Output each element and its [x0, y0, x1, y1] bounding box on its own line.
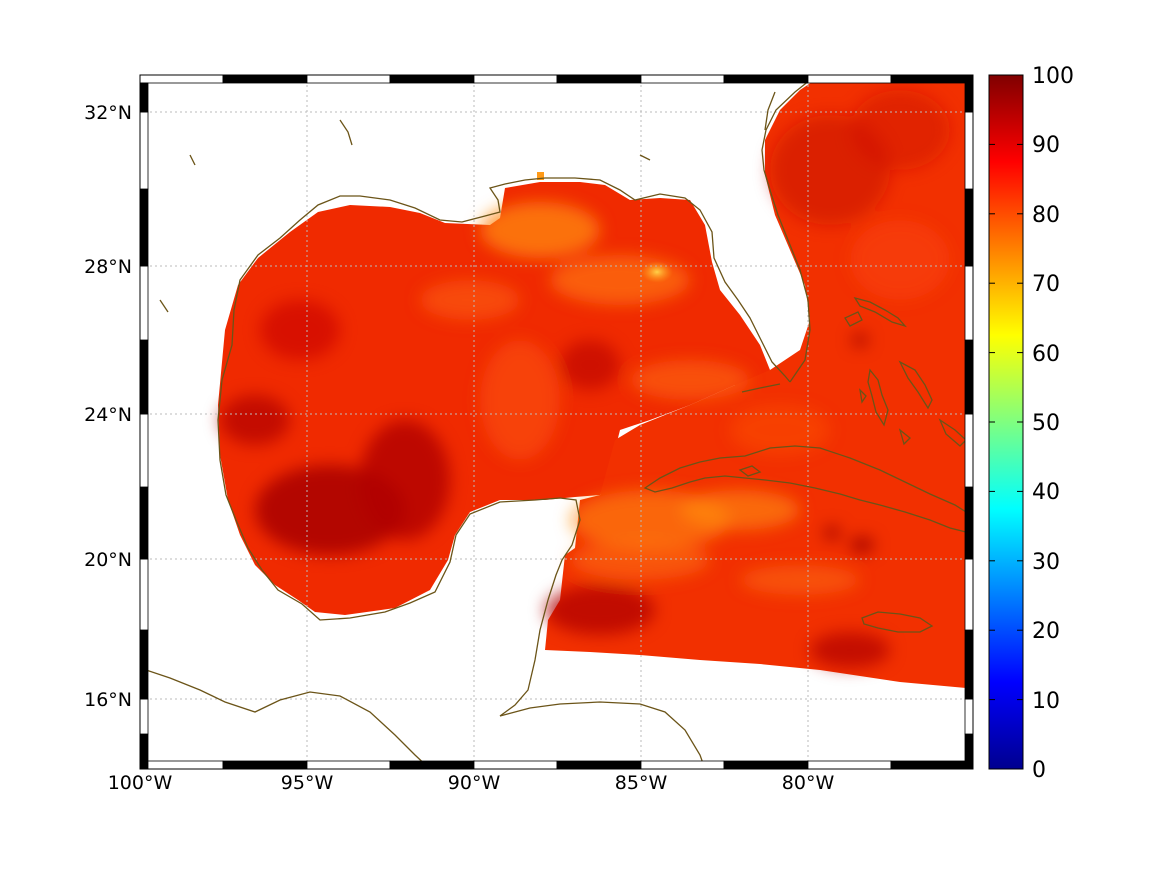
colorbar: 0 10 20 30 40 50 60 70 80 90 100	[988, 64, 1074, 783]
frame-outline	[139, 74, 974, 770]
frame-segment	[807, 74, 892, 84]
frame-segment	[807, 760, 892, 770]
colorbar-tick-label: 40	[1032, 480, 1060, 505]
frame-segment	[890, 74, 974, 84]
lat-tick-label: 32°N	[84, 102, 132, 124]
frame-segment	[139, 486, 149, 560]
frame-segment	[964, 558, 974, 631]
frame-segment	[964, 733, 974, 770]
cuba-coastline	[643, 445, 967, 533]
frame-segment	[473, 760, 558, 770]
frame-segment	[139, 558, 149, 631]
frame-segment	[139, 413, 149, 488]
frame-segment	[473, 74, 558, 84]
frame-segment	[139, 82, 149, 113]
frame-segment	[139, 733, 149, 770]
colorbar-tick-labels: 0 10 20 30 40 50 60 70 80 90 100	[1032, 64, 1074, 783]
lon-tick-label: 100°W	[108, 772, 173, 794]
gulf-coastline	[217, 177, 791, 621]
central-america-coastline	[140, 667, 431, 769]
frame-segment	[964, 486, 974, 560]
frame-segment	[964, 413, 974, 488]
frame-segment	[139, 629, 149, 700]
frame-segment	[640, 74, 725, 84]
lat-tick-label: 28°N	[84, 256, 132, 278]
data-field	[218, 82, 966, 688]
frame-segment	[306, 74, 391, 84]
frame-segment	[964, 339, 974, 415]
lat-tick-label: 24°N	[84, 404, 132, 426]
frame-segment	[964, 629, 974, 700]
lon-tick-label: 95°W	[281, 772, 334, 794]
frame-segment	[139, 111, 149, 190]
frame-segment	[139, 265, 149, 341]
florida-east-coastline	[761, 75, 816, 383]
frame-segment	[890, 760, 974, 770]
lat-tick-label: 20°N	[84, 549, 132, 571]
frame-segment	[556, 760, 642, 770]
frame-segment	[964, 265, 974, 341]
frame-segment	[139, 74, 224, 84]
colorbar-tick-label: 20	[1032, 619, 1060, 644]
graticule	[140, 75, 973, 769]
colorbar-tick-label: 10	[1032, 689, 1060, 714]
colorbar-tick-label: 90	[1032, 133, 1060, 158]
frame-segment	[222, 74, 308, 84]
lat-tick-labels: 16°N 20°N 24°N 28°N 32°N	[84, 102, 132, 711]
frame-segment	[556, 74, 642, 84]
jamaica-coastline	[861, 611, 934, 633]
frame-segment	[723, 760, 809, 770]
colorbar-tick-label: 30	[1032, 550, 1060, 575]
lon-tick-labels: 100°W 95°W 90°W 85°W 80°W	[108, 772, 835, 794]
colorbar-tick-label: 0	[1032, 758, 1046, 783]
colorbar-ticks	[989, 74, 1023, 770]
frame-segment	[964, 698, 974, 735]
lon-tick-label: 85°W	[615, 772, 668, 794]
colorbar-tick-label: 100	[1032, 64, 1074, 89]
lat-tick-label: 16°N	[84, 689, 132, 711]
frame-segment	[139, 760, 224, 770]
lon-tick-label: 80°W	[782, 772, 835, 794]
frame-segment	[723, 74, 809, 84]
colorbar-tick-label: 60	[1032, 342, 1060, 367]
frame-segment	[389, 760, 475, 770]
frame-segment	[964, 188, 974, 267]
frame-segment	[139, 698, 149, 735]
lon-tick-label: 90°W	[448, 772, 501, 794]
frame-segment	[389, 74, 475, 84]
frame-segment	[139, 188, 149, 267]
colorbar-tick-label: 50	[1032, 411, 1060, 436]
frame-segment	[640, 760, 725, 770]
colorbar-tick-label: 80	[1032, 203, 1060, 228]
frame-segment	[222, 760, 308, 770]
frame-segment	[139, 339, 149, 415]
colorbar-tick-label: 70	[1032, 272, 1060, 297]
frame-segment	[306, 760, 391, 770]
frame-segment	[964, 111, 974, 190]
frame-segment	[964, 82, 974, 113]
coastlines	[140, 75, 967, 769]
map-frame	[139, 74, 974, 770]
